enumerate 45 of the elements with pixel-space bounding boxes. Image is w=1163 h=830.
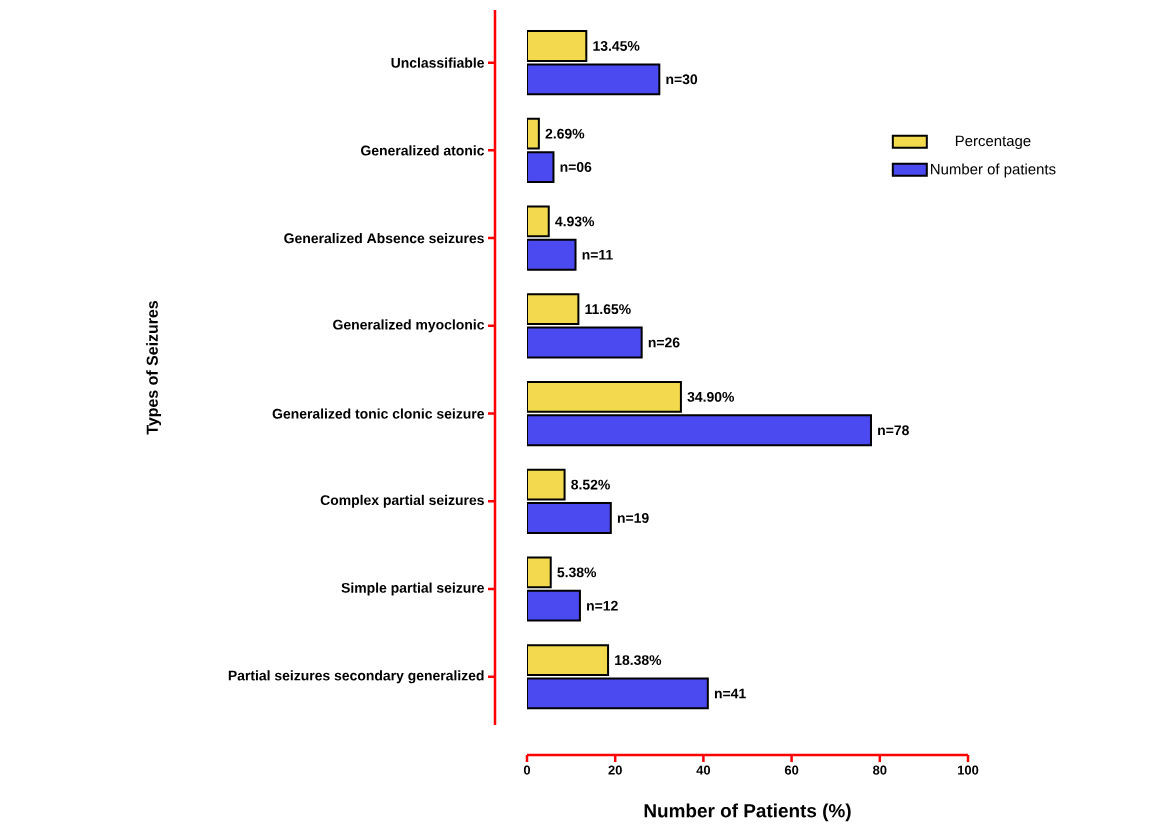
- data-label: 13.45%: [593, 41, 640, 51]
- bar: [527, 380, 682, 413]
- bar: [527, 30, 588, 62]
- data-label: n=26: [648, 337, 680, 348]
- bar: [527, 502, 612, 534]
- y-tick-label: Generalized Absence seizures: [284, 232, 484, 244]
- y-tick-label: Partial seizures secondary generalized: [228, 670, 484, 684]
- y-tick-label: Generalized tonic clonic seizure: [272, 408, 484, 419]
- data-label: n=30: [666, 74, 698, 85]
- data-label: 8.52%: [571, 479, 610, 490]
- x-tick-label: 60: [784, 765, 799, 775]
- y-tick-label: Complex partial seizures: [320, 494, 484, 508]
- data-label: n=12: [587, 600, 618, 611]
- legend-label: Percentage: [955, 135, 1031, 150]
- x-tick-label: 100: [958, 765, 979, 775]
- data-label: n=06: [560, 162, 592, 172]
- data-label: 34.90%: [687, 391, 735, 402]
- legend-label: Number of patients: [931, 163, 1056, 178]
- y-tick-label: Generalized atonic: [361, 145, 485, 156]
- bar: [527, 589, 581, 622]
- data-label: 18.38%: [615, 655, 662, 666]
- x-axis-title: Number of Patients (%): [644, 803, 851, 822]
- data-label: 4.93%: [555, 216, 595, 227]
- bar: [527, 414, 872, 447]
- y-tick-label: Unclassifiable: [391, 57, 484, 68]
- bar: [527, 644, 610, 676]
- bar: [527, 238, 577, 271]
- data-label: 5.38%: [557, 567, 597, 578]
- data-label: 11.65%: [585, 304, 631, 315]
- x-tick-label: 0: [523, 765, 531, 775]
- data-label: n=11: [582, 249, 613, 260]
- bar: [527, 677, 709, 710]
- data-label: n=78: [878, 425, 909, 436]
- bar: [527, 468, 566, 501]
- bar: [527, 293, 580, 326]
- x-tick-label: 80: [873, 765, 887, 775]
- bar: [527, 63, 661, 96]
- data-label: n=41: [714, 688, 746, 699]
- y-axis-title: Types of Seizures: [146, 301, 162, 435]
- data-label: n=19: [617, 513, 649, 523]
- data-label: 2.69%: [545, 128, 585, 139]
- y-tick-label: Generalized myoclonic: [333, 319, 485, 333]
- x-tick-label: 20: [608, 765, 622, 775]
- x-tick-label: 40: [696, 765, 711, 775]
- y-tick-label: Simple partial seizure: [341, 582, 484, 596]
